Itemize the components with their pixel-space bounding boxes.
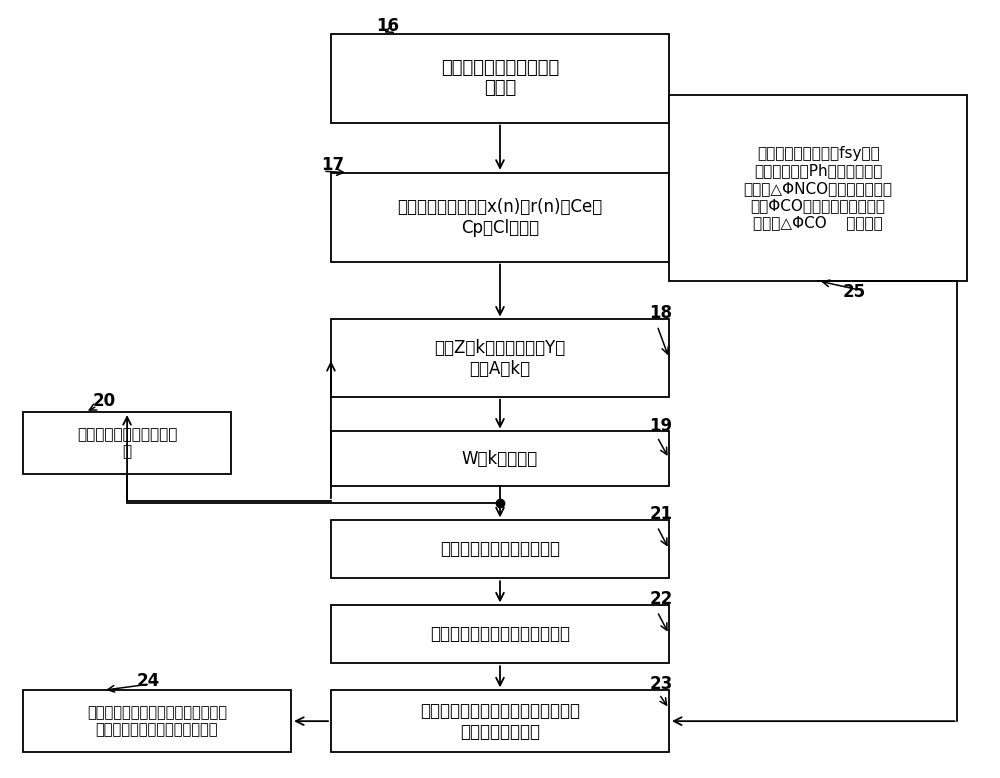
Bar: [331, 690, 669, 752]
Text: 来自接收机取样数据值更
新: 来自接收机取样数据值更 新: [77, 427, 177, 459]
Text: 闭环频率跟踪环和闭环码
跟踪环: 闭环频率跟踪环和闭环码 跟踪环: [441, 58, 559, 97]
Text: 23: 23: [649, 675, 672, 693]
Bar: [23, 690, 291, 752]
Text: 22: 22: [649, 590, 672, 608]
Text: 20: 20: [92, 391, 115, 409]
Text: 17: 17: [321, 156, 344, 174]
Bar: [331, 432, 669, 485]
Text: 来自接收机的数据：x(n)；r(n)；Ce、
Cp，Cl，接收: 来自接收机的数据：x(n)；r(n)；Ce、 Cp，Cl，接收: [397, 198, 603, 237]
Text: 18: 18: [649, 304, 672, 322]
Bar: [331, 605, 669, 663]
Text: 25: 25: [843, 283, 866, 301]
Text: 计算Z（k）、获得矩阵Y、
计算A（k）: 计算Z（k）、获得矩阵Y、 计算A（k）: [434, 338, 566, 377]
Text: 将码和相位累加修正值送入后处理器
及用户接口装置中进行精确解算: 将码和相位累加修正值送入后处理器 及用户接口装置中进行精确解算: [87, 705, 227, 738]
Bar: [331, 520, 669, 578]
Bar: [331, 320, 669, 397]
Bar: [23, 412, 231, 474]
Text: 计算得到最短延迟、衰减、相位: 计算得到最短延迟、衰减、相位: [430, 626, 570, 643]
Text: 解算多经延迟、衰减、相位: 解算多经延迟、衰减、相位: [440, 540, 560, 559]
Text: 21: 21: [649, 505, 672, 523]
Text: 24: 24: [137, 672, 160, 690]
Bar: [331, 33, 669, 122]
Text: 对码相位累加器的值和载波相位累加
器值进行修正计算: 对码相位累加器的值和载波相位累加 器值进行修正计算: [420, 702, 580, 741]
Text: 19: 19: [649, 417, 672, 435]
Bar: [331, 173, 669, 261]
Text: W（k）的计算: W（k）的计算: [462, 450, 538, 468]
Text: 16: 16: [376, 17, 399, 35]
Text: 接收机系统驱动时钟fsy，码
相位累加器值Ph，每时钟码累
加增量△ΦNCO，载波相位累加
器值ΦCO，每时钟载波累加相
位增量△ΦCO    数据接收: 接收机系统驱动时钟fsy，码 相位累加器值Ph，每时钟码累 加增量△ΦNCO，载…: [744, 145, 893, 230]
Bar: [669, 96, 967, 281]
